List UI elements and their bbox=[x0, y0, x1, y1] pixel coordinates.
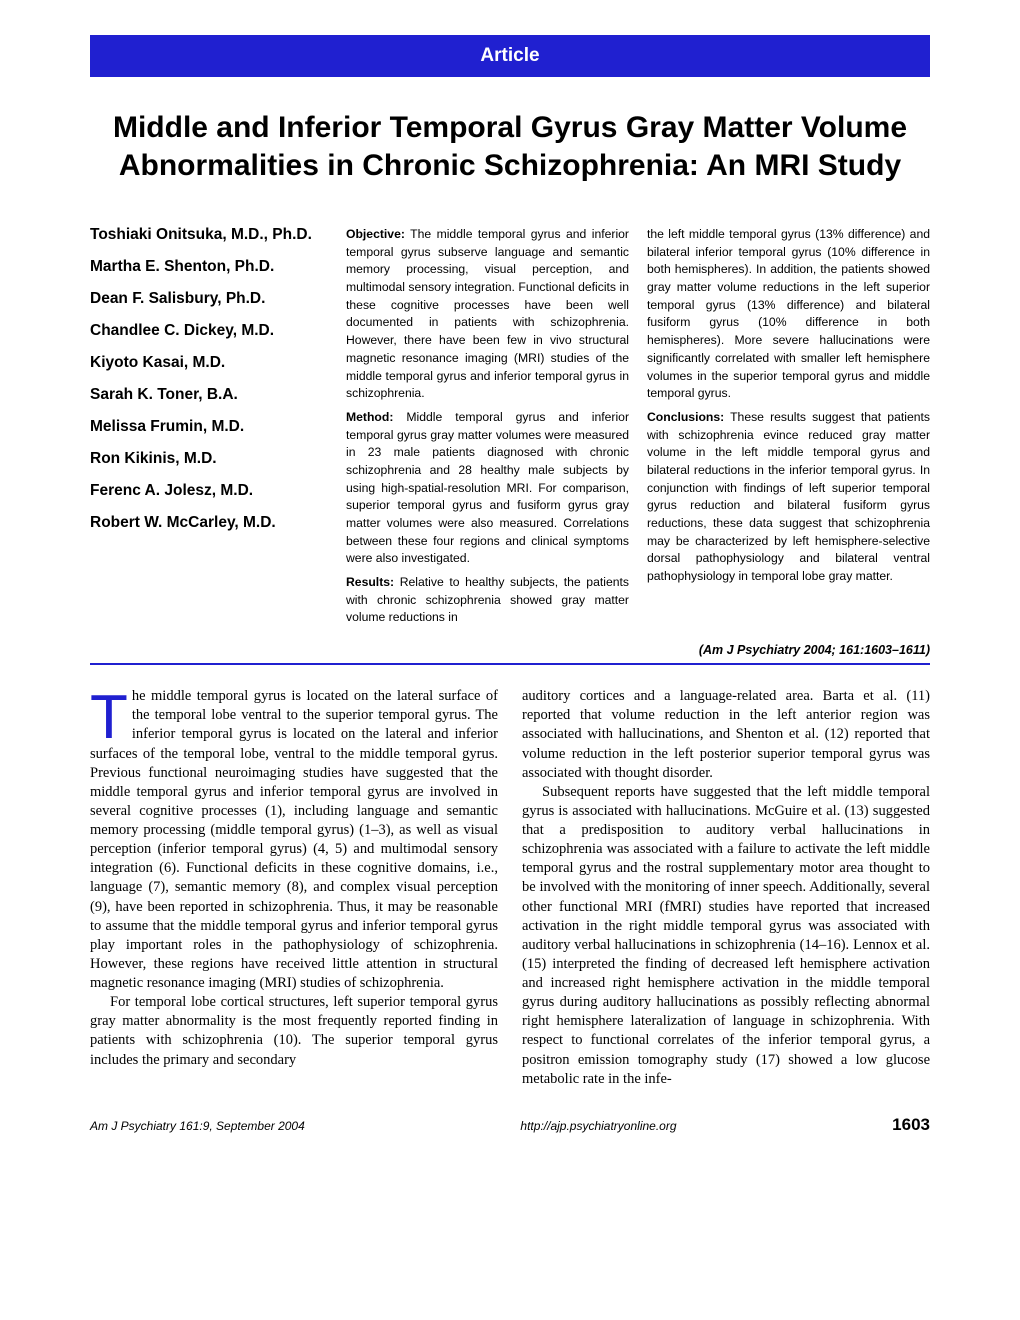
authors-list: Toshiaki Onitsuka, M.D., Ph.D. Martha E.… bbox=[90, 226, 322, 633]
author: Kiyoto Kasai, M.D. bbox=[90, 354, 322, 372]
body-text: The middle temporal gyrus is located on … bbox=[90, 687, 930, 1089]
footer-page-number: 1603 bbox=[892, 1115, 930, 1135]
author: Ron Kikinis, M.D. bbox=[90, 450, 322, 468]
top-section: Toshiaki Onitsuka, M.D., Ph.D. Martha E.… bbox=[90, 226, 930, 633]
method-text: Middle temporal gyrus and inferior tempo… bbox=[346, 410, 629, 566]
article-banner: Article bbox=[90, 35, 930, 77]
objective-label: Objective: bbox=[346, 227, 405, 241]
footer: Am J Psychiatry 161:9, September 2004 ht… bbox=[90, 1115, 930, 1135]
article-title: Middle and Inferior Temporal Gyrus Gray … bbox=[90, 109, 930, 184]
conclusions-label: Conclusions: bbox=[647, 410, 724, 424]
body-p3: auditory cortices and a language-related… bbox=[522, 687, 930, 783]
body-col-2: auditory cortices and a language-related… bbox=[522, 687, 930, 1089]
results-label: Results: bbox=[346, 575, 394, 589]
author: Dean F. Salisbury, Ph.D. bbox=[90, 290, 322, 308]
page: Article Middle and Inferior Temporal Gyr… bbox=[0, 0, 1020, 1160]
abstract-col-2: the left middle temporal gyrus (13% diff… bbox=[647, 226, 930, 633]
objective-text: The middle temporal gyrus and inferior t… bbox=[346, 227, 629, 400]
abstract-col-1: Objective: The middle temporal gyrus and… bbox=[346, 226, 629, 633]
author: Martha E. Shenton, Ph.D. bbox=[90, 258, 322, 276]
body-col-1: The middle temporal gyrus is located on … bbox=[90, 687, 498, 1089]
author: Toshiaki Onitsuka, M.D., Ph.D. bbox=[90, 226, 322, 244]
method-label: Method: bbox=[346, 410, 393, 424]
abstract: Objective: The middle temporal gyrus and… bbox=[346, 226, 930, 633]
footer-journal: Am J Psychiatry 161:9, September 2004 bbox=[90, 1119, 305, 1133]
divider bbox=[90, 663, 930, 665]
author: Melissa Frumin, M.D. bbox=[90, 418, 322, 436]
citation: (Am J Psychiatry 2004; 161:1603–1611) bbox=[90, 643, 930, 657]
results-text-b: the left middle temporal gyrus (13% diff… bbox=[647, 226, 930, 403]
author: Chandlee C. Dickey, M.D. bbox=[90, 322, 322, 340]
dropcap: T bbox=[90, 687, 132, 742]
body-p1: he middle temporal gyrus is located on t… bbox=[90, 688, 498, 991]
author: Robert W. McCarley, M.D. bbox=[90, 514, 322, 532]
author: Sarah K. Toner, B.A. bbox=[90, 386, 322, 404]
author: Ferenc A. Jolesz, M.D. bbox=[90, 482, 322, 500]
conclusions-text: These results suggest that patients with… bbox=[647, 410, 930, 583]
body-p2: For temporal lobe cortical structures, l… bbox=[90, 993, 498, 1070]
footer-url: http://ajp.psychiatryonline.org bbox=[520, 1119, 676, 1133]
body-p4: Subsequent reports have suggested that t… bbox=[522, 783, 930, 1089]
